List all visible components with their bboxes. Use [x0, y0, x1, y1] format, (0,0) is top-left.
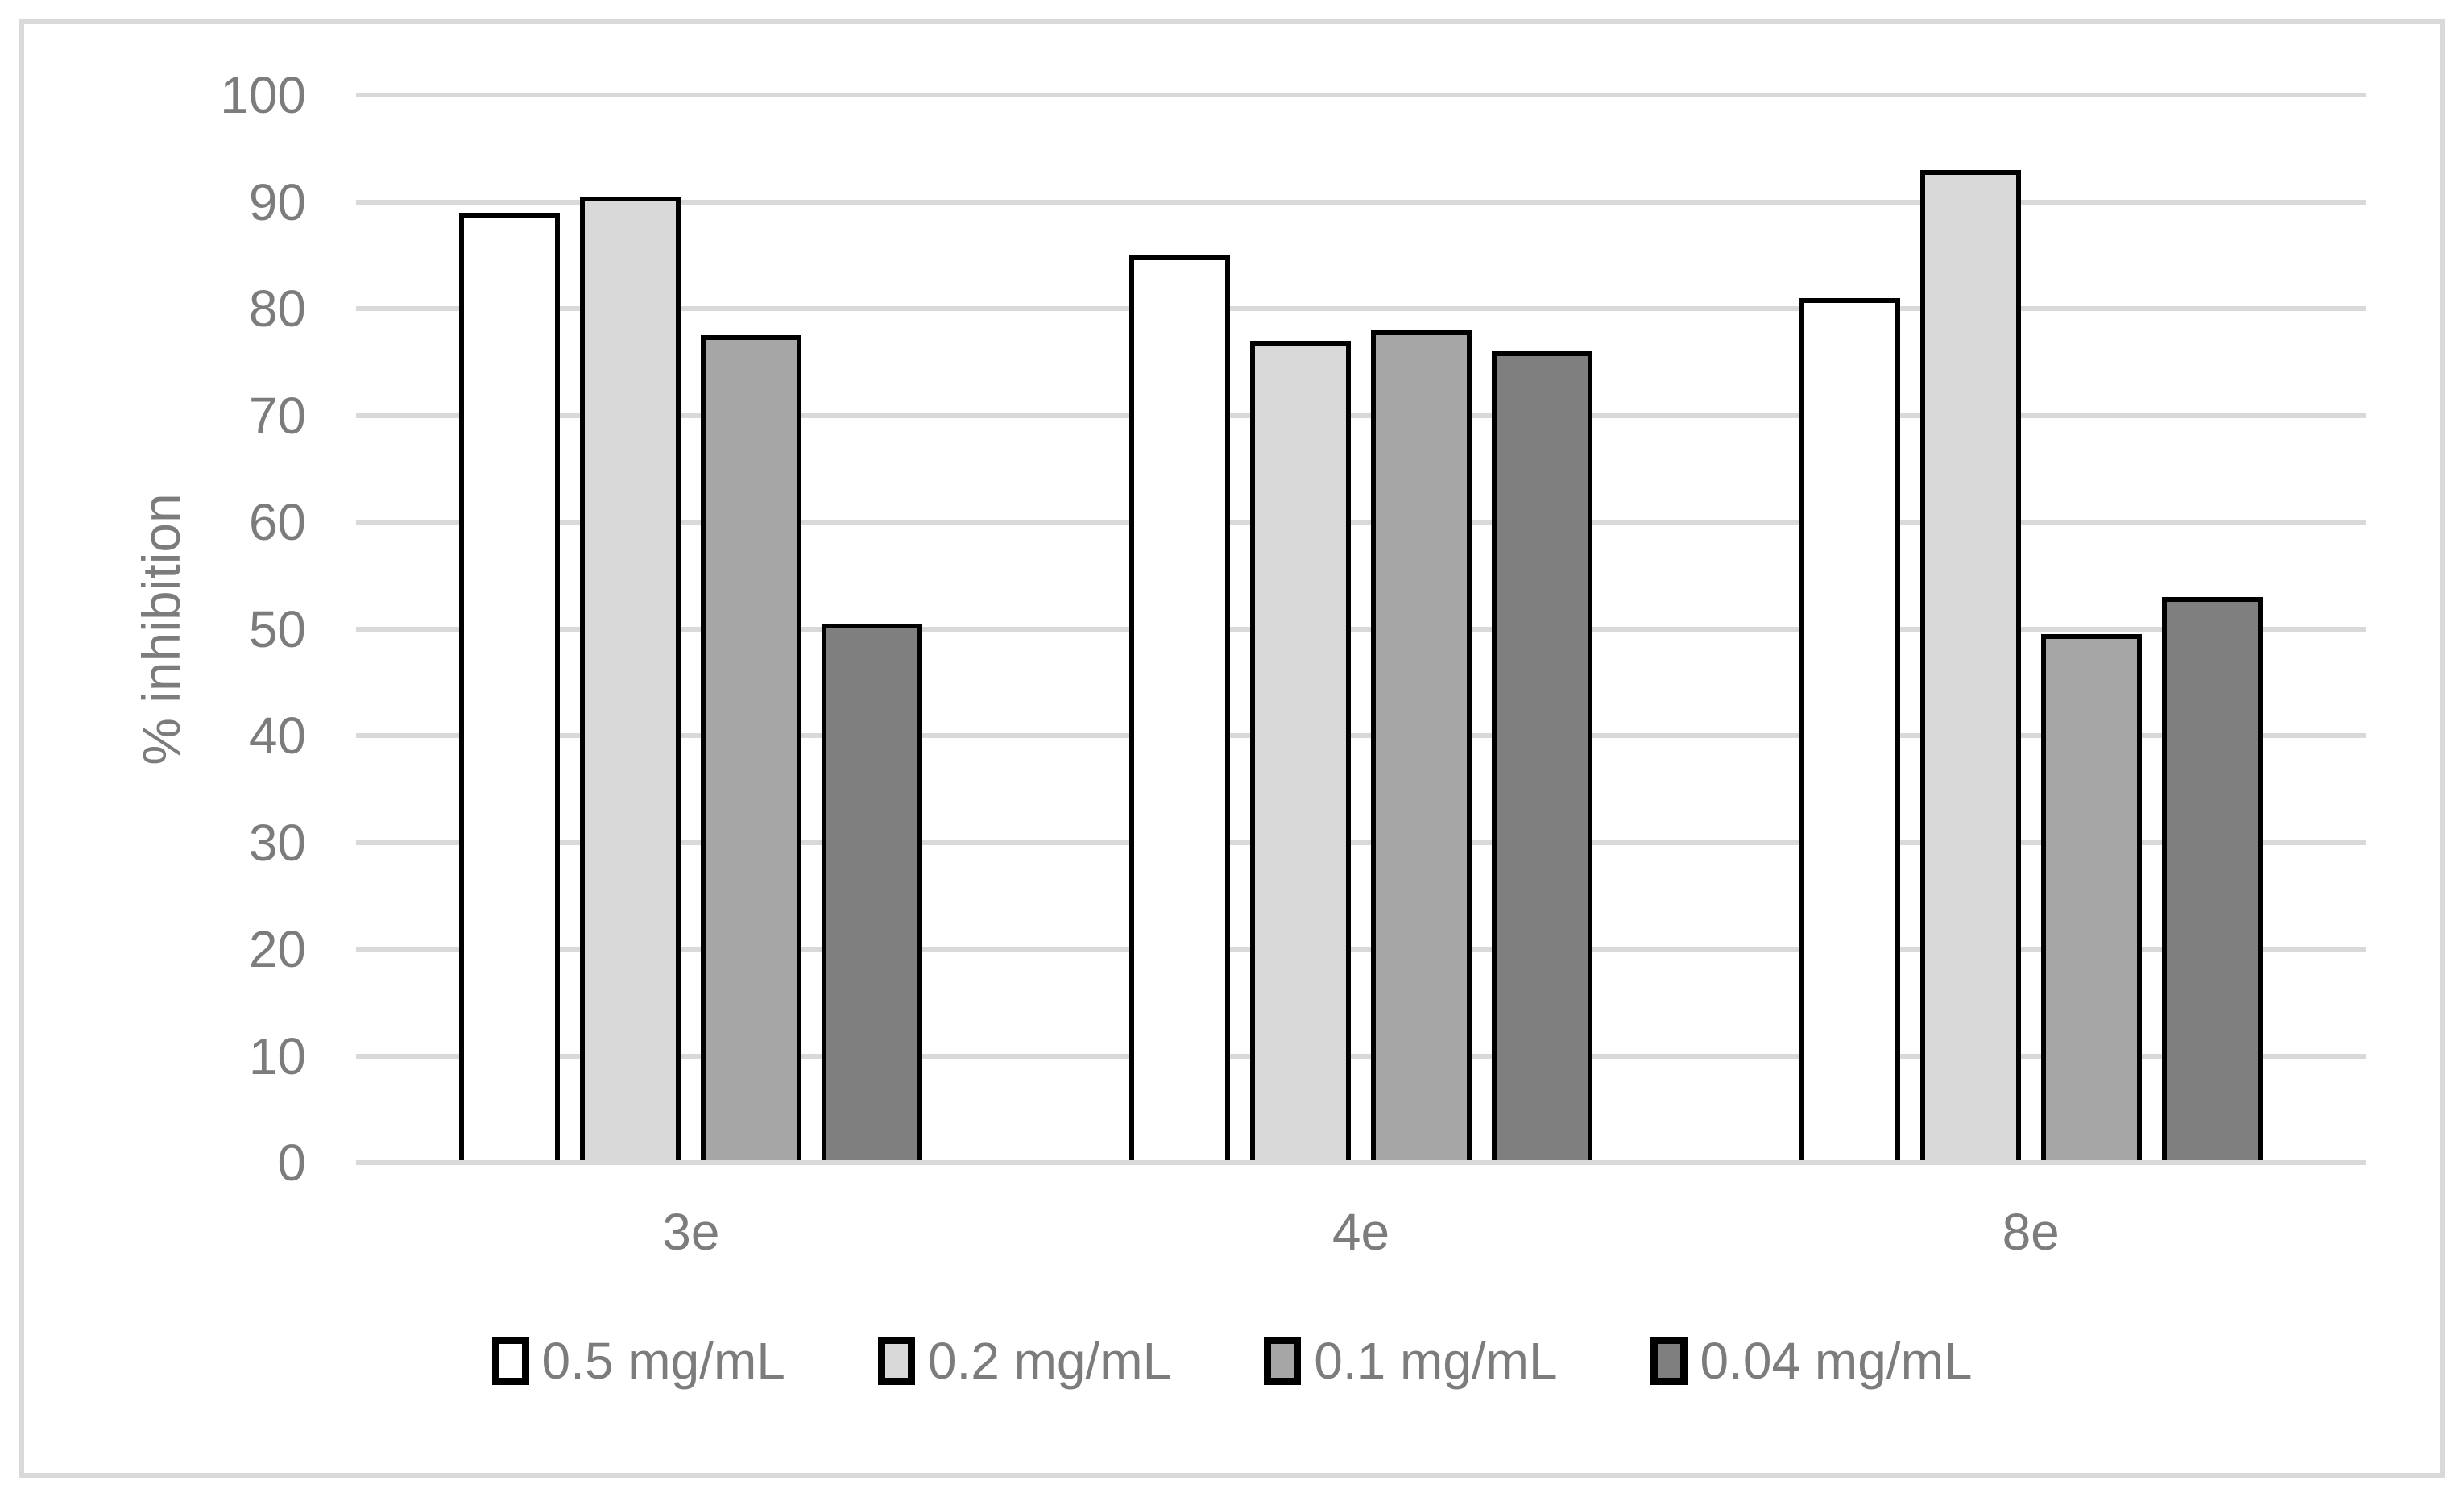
gridline: [356, 947, 2366, 952]
y-tick-label: 0: [277, 1134, 306, 1192]
bar-8e-0.5mg: [1799, 297, 1900, 1163]
gridline: [356, 626, 2366, 632]
legend-label: 0.2 mg/mL: [927, 1332, 1172, 1390]
legend-item: 0.5 mg/mL: [491, 1331, 785, 1391]
x-category-label: 8e: [2002, 1203, 2060, 1261]
x-axis-baseline: [356, 1160, 2366, 1165]
x-category-label: 3e: [662, 1203, 720, 1261]
y-tick-label: 10: [248, 1026, 306, 1085]
y-tick-label: 20: [248, 920, 306, 978]
legend-item: 0.2 mg/mL: [877, 1331, 1172, 1391]
legend-label: 0.5 mg/mL: [541, 1332, 785, 1390]
bar-3e-0.04mg: [822, 623, 923, 1163]
bar-8e-0.04mg: [2161, 596, 2263, 1163]
y-tick-label: 40: [248, 707, 306, 765]
bar-3e-0.5mg: [459, 212, 561, 1163]
y-tick-label: 100: [220, 66, 306, 124]
y-tick-label: 80: [248, 280, 306, 338]
y-tick-label: 70: [248, 386, 306, 445]
legend-item: 0.04 mg/mL: [1650, 1331, 1973, 1391]
gridline: [356, 306, 2366, 311]
gridline: [356, 413, 2366, 418]
bar-3e-0.2mg: [580, 196, 681, 1163]
gridline: [356, 93, 2366, 97]
y-tick-label: 60: [248, 493, 306, 551]
legend: 0.5 mg/mL 0.2 mg/mL 0.1 mg/mL 0.04 mg/mL: [0, 1331, 2464, 1391]
bar-8e-0.1mg: [2040, 634, 2142, 1163]
bar-4e-0.04mg: [1492, 351, 1592, 1163]
x-category-label: 4e: [1331, 1203, 1390, 1261]
y-tick-label: 30: [248, 813, 306, 872]
gridline: [356, 840, 2366, 845]
y-tick-label: 90: [248, 172, 306, 231]
chart-border: [19, 19, 2445, 1478]
bar-3e-0.1mg: [701, 335, 802, 1163]
gridline: [356, 733, 2366, 738]
y-tick-label: 50: [248, 599, 306, 658]
legend-swatch: [1650, 1337, 1688, 1385]
bar-4e-0.2mg: [1250, 340, 1351, 1163]
bar-4e-0.5mg: [1129, 255, 1230, 1163]
legend-label: 0.1 mg/mL: [1314, 1332, 1558, 1390]
gridline: [356, 199, 2366, 205]
legend-label: 0.04 mg/mL: [1700, 1332, 1973, 1390]
legend-swatch: [877, 1337, 915, 1385]
plot-area: [356, 93, 2366, 1165]
gridline: [356, 520, 2366, 525]
legend-swatch: [1264, 1337, 1302, 1385]
gridline: [356, 1053, 2366, 1059]
bar-4e-0.1mg: [1371, 330, 1472, 1163]
bar-8e-0.2mg: [1919, 169, 2021, 1163]
legend-item: 0.1 mg/mL: [1264, 1331, 1558, 1391]
legend-swatch: [491, 1337, 529, 1385]
